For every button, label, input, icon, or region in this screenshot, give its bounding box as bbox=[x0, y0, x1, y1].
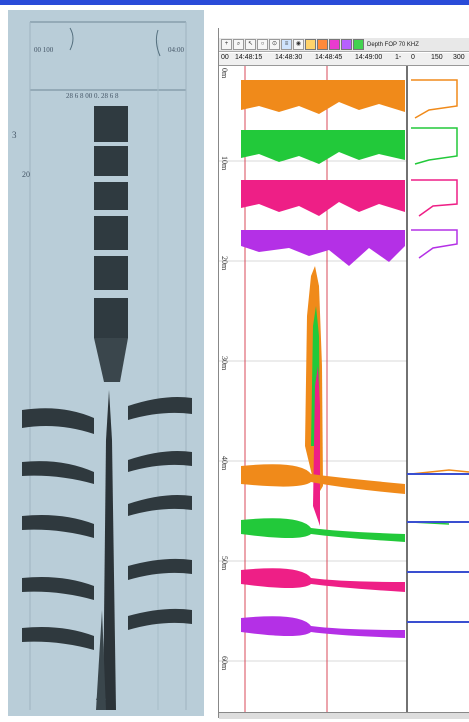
time-label: 14:48:30 bbox=[275, 54, 303, 61]
echosounder-app: + ⌕ ↖ ○ ⊙ ≡ ◉ Depth FOP 70 KHZ 00 14:48:… bbox=[218, 28, 469, 719]
circle-icon[interactable]: ○ bbox=[257, 39, 268, 50]
time-label: 14:48:15 bbox=[235, 54, 263, 61]
cursor-icon[interactable]: ↖ bbox=[245, 39, 256, 50]
depth-label: 20m bbox=[220, 256, 229, 271]
color-d-icon[interactable] bbox=[341, 39, 352, 50]
depth-label: 40m bbox=[220, 456, 229, 471]
echogram-plot[interactable]: 0m 10m 20m 30m 40m 50m 60m bbox=[219, 66, 469, 712]
echogram-graphic bbox=[219, 66, 469, 712]
eye-icon[interactable]: ◉ bbox=[293, 39, 304, 50]
horizontal-scrollbar[interactable] bbox=[219, 712, 469, 719]
time-axis: 00 14:48:15 14:48:30 14:48:45 14:49:00 1… bbox=[219, 53, 469, 66]
scale-label: 0 bbox=[411, 54, 415, 61]
paper-label-mid: 28 6 8 00 0. 28 6 8 bbox=[66, 92, 119, 100]
time-label: 00 bbox=[221, 54, 229, 61]
depth-label: 0m bbox=[220, 68, 229, 79]
paper-label-right: 04:00 bbox=[168, 46, 184, 54]
paper-echogram: 00 100 04:00 28 6 8 00 0. 28 6 8 3 20 bbox=[8, 10, 204, 716]
status-text: Depth FOP 70 KHZ bbox=[367, 41, 419, 48]
depth-label: 60m bbox=[220, 656, 229, 671]
paper-side-mark: 3 bbox=[12, 130, 17, 140]
time-label: 14:49:00 bbox=[355, 54, 383, 61]
time-label: 1- bbox=[395, 54, 402, 61]
color-a-icon[interactable] bbox=[305, 39, 316, 50]
zoom-icon[interactable]: + bbox=[221, 39, 232, 50]
scale-label: 300 bbox=[453, 54, 465, 61]
color-c-icon[interactable] bbox=[329, 39, 340, 50]
layers-icon[interactable]: ≡ bbox=[281, 39, 292, 50]
color-e-icon[interactable] bbox=[353, 39, 364, 50]
paper-scale-mark: 20 bbox=[22, 170, 30, 179]
search-icon[interactable]: ⌕ bbox=[233, 39, 244, 50]
scale-label: 150 bbox=[431, 54, 443, 61]
depth-label: 50m bbox=[220, 556, 229, 571]
toolbar: + ⌕ ↖ ○ ⊙ ≡ ◉ Depth FOP 70 KHZ bbox=[219, 38, 469, 52]
pin-icon[interactable]: ⊙ bbox=[269, 39, 280, 50]
paper-label-left: 00 100 bbox=[34, 46, 54, 54]
depth-label: 10m bbox=[220, 156, 229, 171]
top-accent-bar bbox=[0, 0, 469, 5]
paper-echogram-graphic bbox=[8, 10, 204, 716]
depth-label: 30m bbox=[220, 356, 229, 371]
time-label: 14:48:45 bbox=[315, 54, 343, 61]
color-b-icon[interactable] bbox=[317, 39, 328, 50]
